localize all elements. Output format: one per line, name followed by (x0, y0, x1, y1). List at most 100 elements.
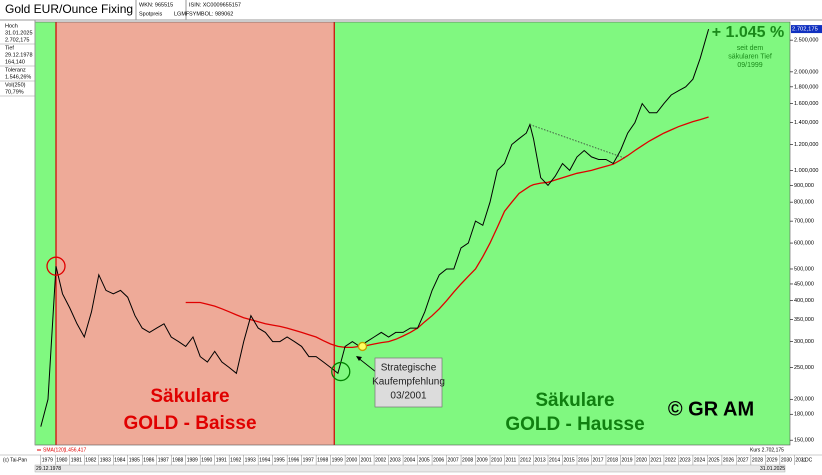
chart-title: Gold EUR/Ounce Fixing (5, 2, 133, 16)
y-tick-label: 1.000,000 (794, 168, 818, 174)
x-tick-label: 1993 (245, 457, 256, 463)
info-label: Hoch (5, 23, 18, 29)
y-tick-label: 450,000 (794, 281, 814, 287)
x-tick-label: 1994 (259, 457, 270, 463)
x-tick-label: 1992 (230, 457, 241, 463)
x-tick-label: 2005 (419, 457, 430, 463)
y-tick-label: 700,000 (794, 219, 814, 225)
x-tick-label: 2013 (535, 457, 546, 463)
x-tick-label: 1982 (85, 457, 96, 463)
x-tick-label: 1996 (288, 457, 299, 463)
scrollbar (34, 464, 786, 473)
x-tick-label: 2024 (694, 457, 705, 463)
x-tick-label: 2031 (795, 457, 806, 463)
price-label: Kurs 2.702,175 (750, 447, 784, 453)
y-tick-label: 1.400,000 (794, 120, 818, 126)
x-tick-label: 1988 (172, 457, 183, 463)
source: (c) Tai-Pan (3, 457, 27, 463)
isin-left: LGMF (174, 11, 190, 17)
x-tick-label: 2008 (462, 457, 473, 463)
callout-box (374, 357, 443, 408)
current-value-label: 2.702,175 (792, 27, 818, 33)
gain-note: säkularen Tief (728, 53, 772, 60)
y-tick-label: 180,000 (794, 412, 814, 418)
x-tick-label: 1986 (143, 457, 154, 463)
x-tick-label: 2021 (650, 457, 661, 463)
x-tick-label: 2006 (433, 457, 444, 463)
wkn-sub: Spotpreis (139, 11, 162, 17)
x-tick-label: 2000 (346, 457, 357, 463)
x-tick-label: 1990 (201, 457, 212, 463)
y-tick-label: 400,000 (794, 298, 814, 304)
x-tick-label: 2007 (448, 457, 459, 463)
bear-label: Säkulare (150, 386, 229, 407)
x-tick-label: 2004 (404, 457, 415, 463)
x-tick-label: 2017 (592, 457, 603, 463)
info-label: Vol(250) (5, 82, 26, 88)
series-line (40, 28, 710, 427)
highlight-circle (331, 361, 351, 382)
callout-arrowhead (356, 356, 362, 361)
bull-label: Säkulare (535, 390, 614, 411)
x-tick-label: 2002 (375, 457, 386, 463)
x-tick-label: 1989 (187, 457, 198, 463)
y-tick-label: 500,000 (794, 266, 814, 272)
x-tick-label: 2011 (506, 457, 517, 463)
x-tick-label: 1987 (158, 457, 169, 463)
x-tick-label: 1991 (216, 457, 227, 463)
date-end: 31.01.2025 (760, 466, 785, 472)
x-tick-label: 1980 (56, 457, 67, 463)
x-tick-label: 2003 (390, 457, 401, 463)
highlight-circle (357, 341, 368, 352)
y-tick-label: 1.800,000 (794, 84, 818, 90)
x-tick-label: 2016 (578, 457, 589, 463)
x-tick-label: 2014 (549, 457, 560, 463)
wkn: WKN: 965515 (139, 2, 173, 8)
bear-label: GOLD - Baisse (123, 413, 256, 434)
x-tick-label: 1984 (114, 457, 125, 463)
x-tick-label: 2012 (520, 457, 531, 463)
info-date: 31.01.2025 (5, 30, 33, 36)
x-tick-label: 2026 (723, 457, 734, 463)
x-tick-label: 2025 (708, 457, 719, 463)
x-tick-label: 2018 (607, 457, 618, 463)
info-label: Toleranz (5, 67, 26, 73)
x-tick-label: 1985 (129, 457, 140, 463)
x-tick-label: 1983 (100, 457, 111, 463)
bull-label: GOLD - Hausse (505, 414, 644, 435)
callout-text: 03/2001 (390, 391, 427, 402)
callout-arrow (356, 356, 377, 373)
date-start: 29.12.1978 (36, 466, 61, 472)
region (35, 22, 57, 445)
info-value: 70,79% (5, 89, 24, 95)
x-tick-label: 2020 (636, 457, 647, 463)
callout-text: Kaufempfehlung (372, 377, 445, 388)
x-tick-label: 2009 (477, 457, 488, 463)
x-tick-label: 1997 (303, 457, 314, 463)
y-tick-label: 600,000 (794, 241, 814, 247)
x-tick-label: 2010 (491, 457, 502, 463)
loc: LOC (802, 457, 813, 463)
copyright: © GR AM (668, 398, 754, 420)
current-value-box (791, 25, 822, 34)
y-tick-label: 150,000 (794, 438, 814, 444)
y-tick-label: 800,000 (794, 200, 814, 206)
x-tick-label: 1979 (42, 457, 53, 463)
gain-note: seit dem (737, 45, 764, 52)
x-tick-label: 2027 (737, 457, 748, 463)
x-tick-label: 2015 (563, 457, 574, 463)
callout-text: Strategische (381, 363, 437, 374)
info-date: 29.12.1978 (5, 52, 33, 58)
x-tick-label: 1995 (274, 457, 285, 463)
info-value: 164,140 (5, 59, 25, 65)
x-tick-label: 2029 (766, 457, 777, 463)
x-tick-label: 1981 (71, 457, 82, 463)
y-tick-label: 1.200,000 (794, 142, 818, 148)
x-tick-label: 1999 (332, 457, 343, 463)
region (56, 22, 335, 445)
legend-sma-value: 1.456,417 (64, 447, 86, 453)
isin: ISIN: XC0009655157 (189, 2, 241, 8)
x-tick-label: 2030 (781, 457, 792, 463)
